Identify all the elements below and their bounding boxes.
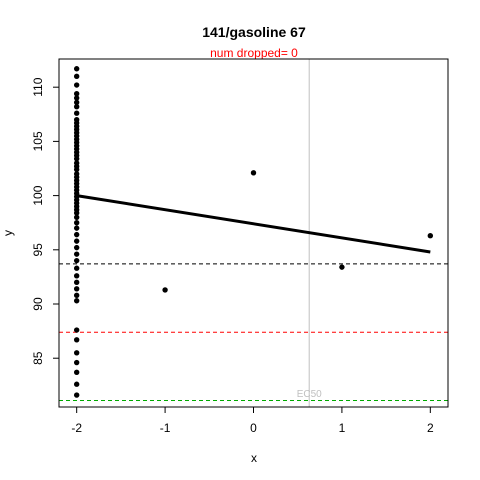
chart-subtitle: num dropped= 0 <box>210 46 298 60</box>
data-point <box>73 251 80 257</box>
data-point <box>73 369 80 376</box>
data-point <box>73 359 80 366</box>
x-tick-label: -2 <box>71 421 82 435</box>
y-tick-label: 90 <box>31 297 45 311</box>
data-point <box>73 73 80 80</box>
fit-line-group <box>76 194 431 254</box>
x-tick-label: -1 <box>160 421 171 435</box>
chart-title: 141/gasoline 67 <box>202 24 306 40</box>
data-point <box>339 264 345 270</box>
data-point <box>73 381 80 387</box>
data-point <box>73 298 80 304</box>
data-point <box>73 95 80 101</box>
data-point <box>250 170 257 176</box>
fit-line <box>76 194 431 254</box>
data-point <box>73 210 80 216</box>
y-tick-label: 85 <box>31 351 45 365</box>
y-tick-label: 110 <box>31 77 45 96</box>
data-point <box>73 66 80 72</box>
data-points <box>73 66 434 398</box>
x-tick-label: 1 <box>339 421 346 435</box>
x-tick-label: 2 <box>427 421 434 435</box>
y-axis-label: y <box>1 230 15 236</box>
x-axis: -2 -1 0 1 2 <box>71 406 434 435</box>
x-axis-label: x <box>251 451 257 465</box>
reference-lines <box>59 263 448 401</box>
data-point <box>73 110 80 116</box>
y-axis: 85 90 95 100 105 110 <box>31 77 60 365</box>
data-point <box>162 287 168 293</box>
plot-frame <box>58 58 449 408</box>
data-point <box>73 166 80 173</box>
data-point <box>73 99 80 106</box>
data-point <box>73 231 80 238</box>
data-point <box>73 90 80 97</box>
y-tick-label: 95 <box>31 243 45 257</box>
data-point <box>73 257 80 264</box>
data-point <box>73 273 80 279</box>
data-point <box>73 156 80 162</box>
data-point <box>73 265 80 271</box>
data-point <box>73 286 80 292</box>
y-tick-label: 105 <box>31 131 45 151</box>
data-point <box>73 279 80 286</box>
data-point <box>73 82 80 88</box>
ec50-label: EC50 <box>297 389 322 400</box>
data-point <box>73 244 80 251</box>
x-tick-label: 0 <box>250 421 257 435</box>
data-point <box>427 233 434 239</box>
data-point <box>73 214 80 220</box>
data-point <box>73 238 80 244</box>
data-point <box>73 220 80 226</box>
data-point <box>73 104 80 110</box>
data-point <box>73 292 80 299</box>
data-point <box>73 392 80 398</box>
data-point <box>73 225 80 231</box>
data-point <box>73 337 80 343</box>
y-tick-label: 100 <box>31 185 45 205</box>
data-point <box>73 327 80 333</box>
data-point <box>73 350 80 356</box>
